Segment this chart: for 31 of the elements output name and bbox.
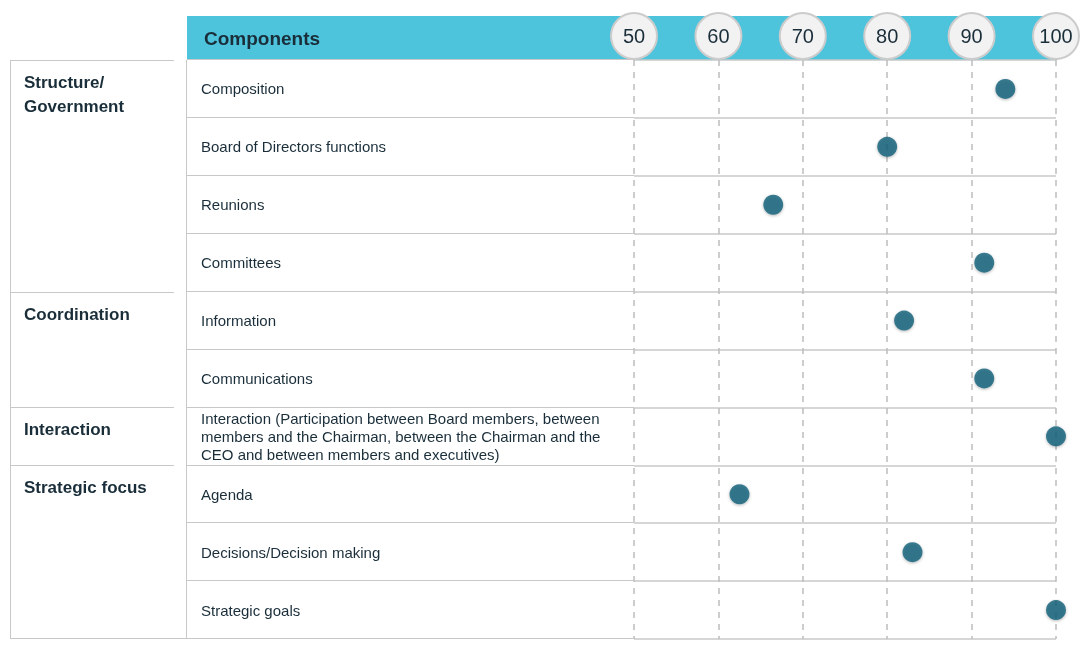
y-tick-label: Information — [201, 312, 277, 330]
y-tick-label: Communications — [201, 369, 313, 387]
point — [995, 78, 1016, 99]
y-tick-label: Board of Directors functions — [201, 138, 387, 156]
text: Coordination — [11, 291, 174, 327]
x-tick-label: 100 — [1039, 25, 1073, 47]
x-tick-label: 90 — [960, 25, 983, 47]
x-tick-label: 80 — [876, 25, 899, 47]
point — [902, 542, 923, 563]
y-tick-label: Interaction (Participation between Board members, between members and the Chairman, between the Chairman and the CEO and between members and executives) — [201, 409, 605, 463]
point — [877, 136, 898, 157]
y-tick-label: Committees — [201, 254, 282, 272]
y-tick-label: Composition — [201, 80, 285, 98]
point — [1046, 426, 1066, 447]
x-tick-label: 60 — [707, 25, 730, 47]
point — [894, 310, 915, 331]
text: Structure/Government — [11, 60, 174, 119]
x-tick-label: 50 — [622, 25, 646, 47]
text: Strategic focus — [11, 465, 174, 501]
y-tick-label: Strategic goals — [201, 601, 301, 619]
point — [974, 368, 995, 389]
y-axis-title: Components — [204, 27, 321, 49]
x-tick-label: 70 — [791, 25, 814, 47]
y-tick-label: Reunions — [201, 196, 265, 214]
text: Interaction — [11, 407, 174, 443]
y-tick-label: Agenda — [201, 485, 254, 503]
point — [729, 484, 750, 505]
point — [1046, 600, 1066, 621]
y-tick-label: Decisions/Decision making — [201, 543, 381, 561]
point — [974, 252, 995, 273]
point — [763, 194, 784, 215]
